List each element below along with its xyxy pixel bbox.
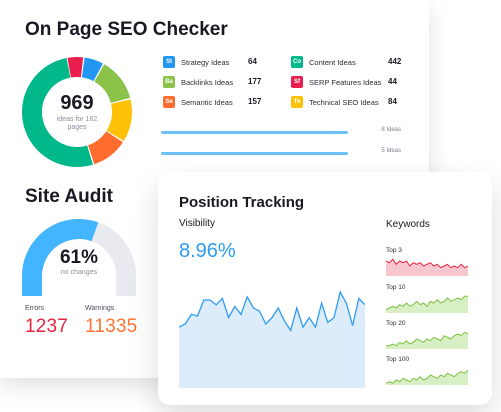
site-health-caption: no changes bbox=[60, 269, 98, 276]
keywords-title: Keywords bbox=[386, 219, 430, 230]
keyword-sparkline bbox=[385, 258, 469, 276]
idea-label: Semantic Ideas bbox=[181, 97, 233, 107]
ideas-total: 969 bbox=[60, 92, 94, 114]
sparkline-area bbox=[386, 332, 468, 349]
gauge-center: 61% no changes bbox=[20, 247, 138, 276]
idea-legend-item[interactable]: Se Semantic Ideas bbox=[163, 95, 233, 109]
keyword-sparkline bbox=[385, 369, 469, 385]
visibility-label: Visibility bbox=[179, 218, 215, 229]
visibility-value: 8.96% bbox=[179, 240, 236, 262]
idea-label: SERP Features Ideas bbox=[309, 77, 382, 87]
idea-legend-item[interactable]: St Strategy Ideas bbox=[163, 55, 229, 69]
site-audit-title: Site Audit bbox=[25, 186, 113, 207]
idea-label: Strategy Ideas bbox=[181, 57, 230, 67]
sparkline-area bbox=[386, 370, 468, 385]
position-tracking-title: Position Tracking bbox=[179, 194, 305, 211]
visibility-area-chart bbox=[179, 290, 365, 388]
donut-center: 969 ideas for 182 pages bbox=[21, 56, 133, 168]
sparkline-line bbox=[386, 331, 469, 347]
site-health-score: 61% bbox=[59, 247, 99, 268]
idea-badge: Ba bbox=[163, 76, 175, 88]
ideas-total-caption: ideas for 182 pages bbox=[56, 116, 98, 131]
idea-label: Technical SEO Ideas bbox=[309, 97, 379, 107]
ideas-progress-row: 8 Ideas bbox=[161, 126, 401, 140]
idea-count: 84 bbox=[388, 97, 397, 106]
warnings-label: Warnings bbox=[85, 305, 115, 312]
errors-metric: Errors 1237 bbox=[25, 305, 68, 338]
position-tracking-card: Position Tracking Visibility 8.96% Keywo… bbox=[158, 172, 492, 405]
idea-badge: Co bbox=[291, 56, 303, 68]
keyword-row: Top 20 bbox=[386, 320, 469, 354]
idea-badge: Sf bbox=[291, 76, 303, 88]
donut-segment bbox=[22, 56, 132, 167]
warnings-value: 11335 bbox=[85, 316, 138, 337]
site-health-gauge bbox=[22, 219, 136, 296]
idea-legend-item[interactable]: Sf SERP Features Ideas bbox=[291, 75, 381, 89]
idea-count: 157 bbox=[248, 97, 262, 106]
idea-legend-item[interactable]: Te Technical SEO Ideas bbox=[291, 95, 379, 109]
gauge-fill bbox=[22, 219, 99, 296]
idea-legend-item[interactable]: Ba Backlinks Ideas bbox=[163, 75, 233, 89]
idea-badge: St bbox=[163, 56, 175, 68]
sparkline-line bbox=[385, 295, 468, 311]
keyword-row: Top 3 bbox=[385, 247, 469, 281]
errors-label: Errors bbox=[25, 305, 45, 312]
ideas-progress-bar bbox=[161, 152, 349, 155]
ideas-progress-row: 5 Ideas bbox=[161, 147, 401, 161]
donut-segment bbox=[22, 56, 132, 167]
ideas-progress-label: 8 Ideas bbox=[381, 127, 401, 133]
idea-count: 442 bbox=[388, 57, 402, 66]
idea-legend-item[interactable]: Co Content Ideas bbox=[291, 55, 356, 69]
ideas-donut-chart bbox=[22, 56, 132, 167]
sparkline-line bbox=[385, 369, 469, 384]
idea-count: 44 bbox=[388, 77, 397, 86]
keyword-sparkline bbox=[385, 295, 468, 313]
keyword-label: Top 20 bbox=[386, 320, 406, 327]
idea-count: 64 bbox=[248, 57, 257, 66]
keyword-sparkline bbox=[386, 331, 469, 349]
visibility-line bbox=[179, 290, 365, 332]
idea-badge: Te bbox=[291, 96, 303, 108]
errors-value: 1237 bbox=[25, 316, 69, 337]
sparkline-area bbox=[386, 296, 468, 313]
ideas-progress-label: 5 Ideas bbox=[381, 148, 401, 154]
keyword-label: Top 100 bbox=[386, 356, 410, 363]
keyword-row: Top 100 bbox=[385, 356, 469, 390]
idea-count: 177 bbox=[248, 77, 262, 86]
seo-checker-title: On Page SEO Checker bbox=[25, 19, 228, 40]
keyword-row: Top 10 bbox=[385, 284, 468, 318]
idea-label: Backlinks Ideas bbox=[181, 77, 234, 87]
keyword-label: Top 3 bbox=[386, 247, 402, 254]
sparkline-line bbox=[385, 258, 469, 269]
keyword-label: Top 10 bbox=[386, 284, 406, 291]
sparkline-area bbox=[386, 259, 468, 276]
idea-badge: Se bbox=[163, 96, 175, 108]
idea-label: Content Ideas bbox=[309, 57, 356, 67]
ideas-progress-bar bbox=[161, 131, 349, 134]
warnings-metric: Warnings 11335 bbox=[85, 305, 137, 338]
